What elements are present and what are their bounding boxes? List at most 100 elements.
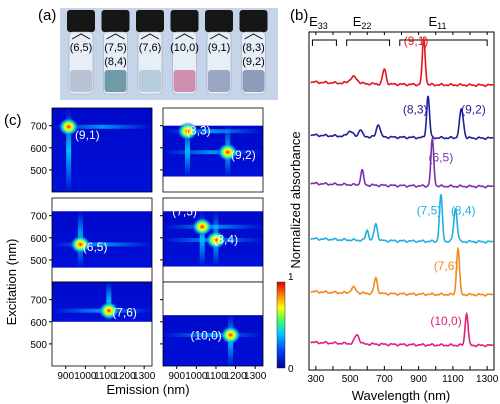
pl-map-peak: [192, 217, 213, 236]
pl-map-label: (7,5): [172, 205, 197, 219]
vial-arrow: [244, 33, 263, 40]
pl-map-label: (8,3): [186, 124, 211, 138]
vial-label: (9,1): [208, 42, 231, 54]
x-tick-label: 700: [376, 374, 393, 385]
y-tick-label: 500: [30, 340, 47, 351]
pl-map-label: (9,2): [231, 148, 256, 162]
colorbar-gradient: [276, 281, 286, 369]
pl-map-panel: (7,5) (8,4): [160, 197, 264, 283]
spectrum-line: [310, 35, 494, 88]
pl-map-horizontal-streak: [163, 129, 263, 134]
pl-map-panel: (8,3) (9,2): [160, 107, 264, 193]
pl-map-panel: (9,1) 500 600 700: [30, 107, 153, 193]
y-tick-label: 500: [30, 166, 47, 177]
pl-x-axis-label: Emission (nm): [106, 382, 189, 397]
panel-label-b: (b): [290, 7, 308, 24]
pl-map-peak: [98, 301, 119, 320]
vial-cap: [67, 10, 95, 32]
vial-label: (10,0): [170, 42, 199, 54]
spectrum-line: [310, 95, 494, 140]
vial-solution: [173, 70, 196, 92]
pl-map-horizontal-streak: [163, 333, 263, 338]
y-tick-label: 700: [30, 212, 47, 223]
pl-map-label: (9,1): [75, 128, 100, 142]
x-tick-label: 500: [342, 374, 359, 385]
vial-cap: [101, 10, 130, 32]
vial-arrow: [175, 33, 194, 40]
x-tick-label: 900: [410, 374, 427, 385]
pl-map-frame: [51, 281, 153, 367]
pl-map-data-area: [163, 315, 263, 366]
x-tick-label: 1300: [244, 371, 267, 382]
absorbance-x-axis-label: Wavelength (nm): [352, 388, 451, 403]
panel-label-a: (a): [38, 7, 56, 24]
spectrum-label: (9,2): [461, 102, 486, 116]
vial-cap: [239, 10, 268, 32]
pl-map-peak: [220, 326, 241, 345]
spectrum-label: (8,3): [403, 102, 428, 116]
pl-map-frame: [51, 107, 153, 193]
x-tick-label: 300: [308, 374, 325, 385]
pl-map-peak: [217, 143, 238, 162]
vial-cap: [205, 10, 233, 32]
vial-arrow: [106, 33, 125, 40]
colorbar: 1 0: [276, 272, 294, 375]
vial-label-secondary: (9,2): [242, 56, 265, 68]
x-tick-label: 1100: [94, 371, 116, 382]
x-tick-label: 1100: [442, 374, 464, 385]
pl-map-label: (6,5): [83, 240, 108, 254]
x-tick-label: 1200: [113, 371, 136, 382]
pl-map-vertical-streak: [66, 108, 72, 192]
spectrum-label: (6,5): [429, 151, 454, 165]
pl-map-peak: [58, 117, 79, 136]
spectrum-label: (10,0): [430, 314, 461, 328]
vial-solution: [208, 70, 230, 92]
vial-label: (6,5): [70, 42, 93, 54]
pl-map-horizontal-streak: [163, 150, 263, 155]
colorbar-max-label: 1: [288, 272, 294, 283]
region-bracket: [399, 39, 488, 46]
pl-map-peak: [205, 231, 226, 249]
vial-arrow: [140, 33, 160, 40]
vial-solution: [104, 70, 127, 92]
vial-solution: [139, 70, 161, 92]
panel-label-c: (c): [4, 112, 22, 129]
spectrum-line: [310, 135, 494, 189]
y-tick-label: 600: [30, 234, 47, 245]
vial-label: (7,6): [139, 42, 162, 54]
vial-arrow: [209, 33, 229, 40]
vial-solution: [242, 70, 265, 92]
spectrum-line: [310, 246, 494, 297]
vial-label: (7,5): [104, 42, 127, 54]
pl-map-horizontal-streak: [52, 124, 152, 129]
pl-maps: Excitation (nm) Emission (nm) (9,1) 500 60…: [4, 107, 294, 397]
spectrum-label: (7,6): [434, 259, 459, 273]
x-tick-label: 900: [168, 371, 185, 382]
x-tick-label: 900: [57, 371, 74, 382]
absorbance-y-axis-label: Normalized absorbance: [288, 131, 303, 268]
vial-label-secondary: (8,4): [104, 56, 127, 68]
x-tick-label: 1300: [133, 371, 156, 382]
region-label: E33: [309, 14, 328, 31]
vial-label: (8,3): [242, 42, 265, 54]
pl-y-axis-label: Excitation (nm): [4, 239, 19, 326]
vial-photo: (6,5) (7,5) (8,4) (7,6) (10,0) (9,1) (8,3) (9,2…: [60, 8, 278, 100]
spectrum-line: [310, 194, 494, 244]
pl-map-frame: [162, 107, 264, 193]
pl-map-peak: [70, 235, 91, 254]
pl-map-frame: [162, 281, 264, 367]
vial-solution: [70, 70, 92, 92]
pl-map-label: (10,0): [190, 328, 221, 342]
vial-cap: [136, 10, 164, 32]
x-tick-label: 1000: [74, 371, 97, 382]
x-tick-label: 1200: [224, 371, 247, 382]
x-tick-label: 1000: [185, 371, 208, 382]
vial-arrow: [71, 33, 91, 40]
region-bracket: [311, 39, 337, 46]
region-label: E22: [353, 14, 372, 31]
pl-map-horizontal-streak: [52, 242, 152, 247]
spectrum-line: [310, 311, 494, 348]
